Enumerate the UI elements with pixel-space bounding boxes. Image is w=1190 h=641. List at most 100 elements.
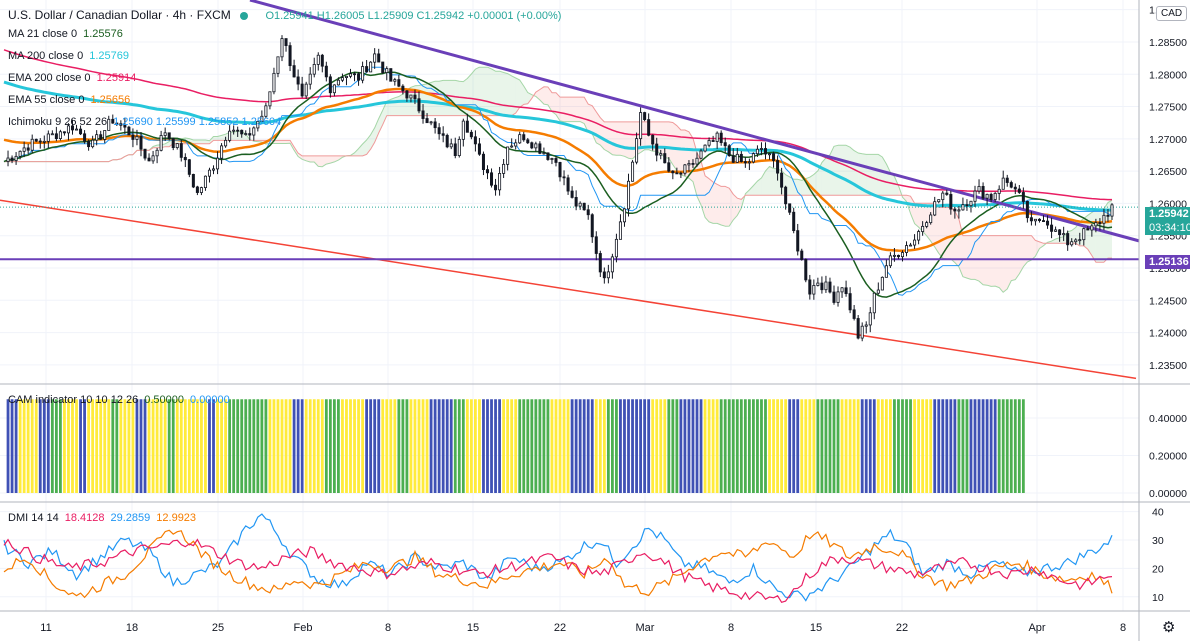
- cam-bar-yellow: [284, 399, 288, 493]
- cloud-segment: [378, 110, 383, 133]
- gear-icon[interactable]: ⚙: [1162, 619, 1176, 636]
- cam-bar-yellow: [220, 399, 223, 493]
- candle-body: [353, 73, 357, 76]
- cam-indicator-bars: [6, 399, 1025, 493]
- symbol-title[interactable]: U.S. Dollar / Canadian Dollar · 4h · FXC…: [8, 8, 231, 22]
- candle-body: [606, 271, 610, 279]
- cloud-segment: [310, 155, 315, 162]
- candle-body: [981, 186, 985, 199]
- candle-body: [909, 244, 913, 247]
- candle-body: [393, 79, 397, 82]
- candle-body: [95, 134, 99, 141]
- cam-bar-green: [731, 399, 735, 493]
- candle-body: [417, 98, 421, 112]
- cloud-segment: [821, 157, 826, 196]
- cam-bar-blue: [139, 399, 143, 493]
- cam-bar-yellow: [288, 399, 292, 493]
- cloud-segment: [697, 152, 702, 205]
- candle-body: [62, 131, 66, 134]
- candle-body: [30, 138, 34, 151]
- candle-body: [457, 138, 461, 157]
- cam-bar-green: [739, 399, 743, 493]
- candle-body: [526, 139, 530, 144]
- candle-body: [997, 188, 1001, 194]
- cloud-segment: [576, 97, 581, 122]
- cloud-segment: [946, 207, 951, 259]
- cam-bar-blue: [635, 399, 638, 493]
- candle-body: [518, 134, 522, 144]
- cam-bar-yellow: [67, 399, 70, 493]
- candle-body: [135, 136, 139, 140]
- cam-bar-yellow: [514, 399, 518, 493]
- cam-bar-yellow: [417, 399, 421, 493]
- legend-dmi[interactable]: DMI 14 14 18.4128 29.2859 12.9923: [8, 512, 196, 524]
- candle-body: [941, 192, 945, 201]
- cam-bar-green: [252, 399, 256, 493]
- candle-body: [252, 127, 256, 136]
- candle-body: [1025, 201, 1029, 219]
- cloud-segment: [471, 69, 476, 116]
- candle-body: [828, 281, 832, 293]
- cam-bar-blue: [574, 399, 578, 493]
- ema200-line: [3, 49, 1112, 201]
- cam-bar-blue: [687, 399, 691, 493]
- candle-body: [929, 214, 933, 224]
- candle-body: [534, 143, 538, 149]
- cam-bar-yellow: [123, 399, 127, 493]
- legend-ma21[interactable]: MA 21 close 0 1.25576: [8, 28, 123, 40]
- candle-body: [22, 147, 26, 152]
- legend-label: EMA 55 close 0: [8, 94, 85, 106]
- legend-ichimoku[interactable]: Ichimoku 9 26 52 26 1.25690 1.25599 1.258…: [8, 116, 281, 128]
- legend-ma200[interactable]: MA 200 close 0 1.25769: [8, 50, 129, 62]
- legend-value: 0.50000: [144, 394, 185, 406]
- candle-body: [707, 140, 711, 146]
- cam-bar-yellow: [393, 399, 397, 493]
- cam-bar-blue: [490, 399, 493, 493]
- cam-bar-green: [328, 399, 332, 493]
- cam-bar-green: [1021, 399, 1025, 493]
- candle-body: [546, 152, 550, 160]
- candle-body: [10, 157, 14, 161]
- candle-body: [586, 209, 590, 216]
- cam-bar-blue: [486, 399, 489, 493]
- legend-ema200[interactable]: EMA 200 close 0 1.25914: [8, 72, 136, 84]
- candle-body: [405, 90, 409, 99]
- cam-bar-blue: [619, 399, 622, 493]
- candle-body: [490, 172, 494, 186]
- x-tick-label: 15: [810, 622, 822, 634]
- candle-body: [236, 129, 240, 132]
- cam-bar-blue: [627, 399, 630, 493]
- candle-body: [1082, 228, 1086, 241]
- candle-body: [562, 176, 566, 179]
- cam-bar-yellow: [558, 399, 562, 493]
- cam-bar-blue: [369, 399, 373, 493]
- cam-bar-green: [1005, 399, 1009, 493]
- candle-body: [836, 291, 840, 303]
- cloud-segment: [612, 121, 617, 156]
- candle-body: [111, 118, 115, 124]
- cam-bar-blue: [437, 399, 441, 493]
- cam-bar-blue: [14, 399, 18, 493]
- legend-cam[interactable]: CAM indicator 10 10 12 26 0.50000 0.00000: [8, 394, 230, 406]
- cam-bar-blue: [482, 399, 485, 493]
- cam-bar-yellow: [26, 399, 30, 493]
- cloud-segment: [628, 121, 633, 159]
- cloud-segment: [854, 150, 859, 196]
- cam-bar-blue: [973, 399, 977, 493]
- cam-bar-green: [735, 399, 739, 493]
- cloud-segment: [1035, 240, 1040, 257]
- candle-body: [123, 124, 127, 128]
- cloud-segment: [1071, 227, 1076, 244]
- cam-bar-yellow: [151, 399, 155, 493]
- x-tick-label: 22: [896, 622, 908, 634]
- currency-badge[interactable]: CAD: [1156, 6, 1188, 21]
- legend-label: DMI 14 14: [8, 512, 59, 524]
- cam-bar-green: [816, 399, 820, 493]
- candle-body: [58, 131, 62, 139]
- candle-body: [228, 130, 232, 141]
- cam-bar-yellow: [844, 399, 848, 493]
- x-tick-label: 15: [467, 622, 479, 634]
- legend-ema55[interactable]: EMA 55 close 0 1.25656: [8, 94, 130, 106]
- candle-body: [83, 133, 87, 142]
- candle-body: [921, 225, 925, 232]
